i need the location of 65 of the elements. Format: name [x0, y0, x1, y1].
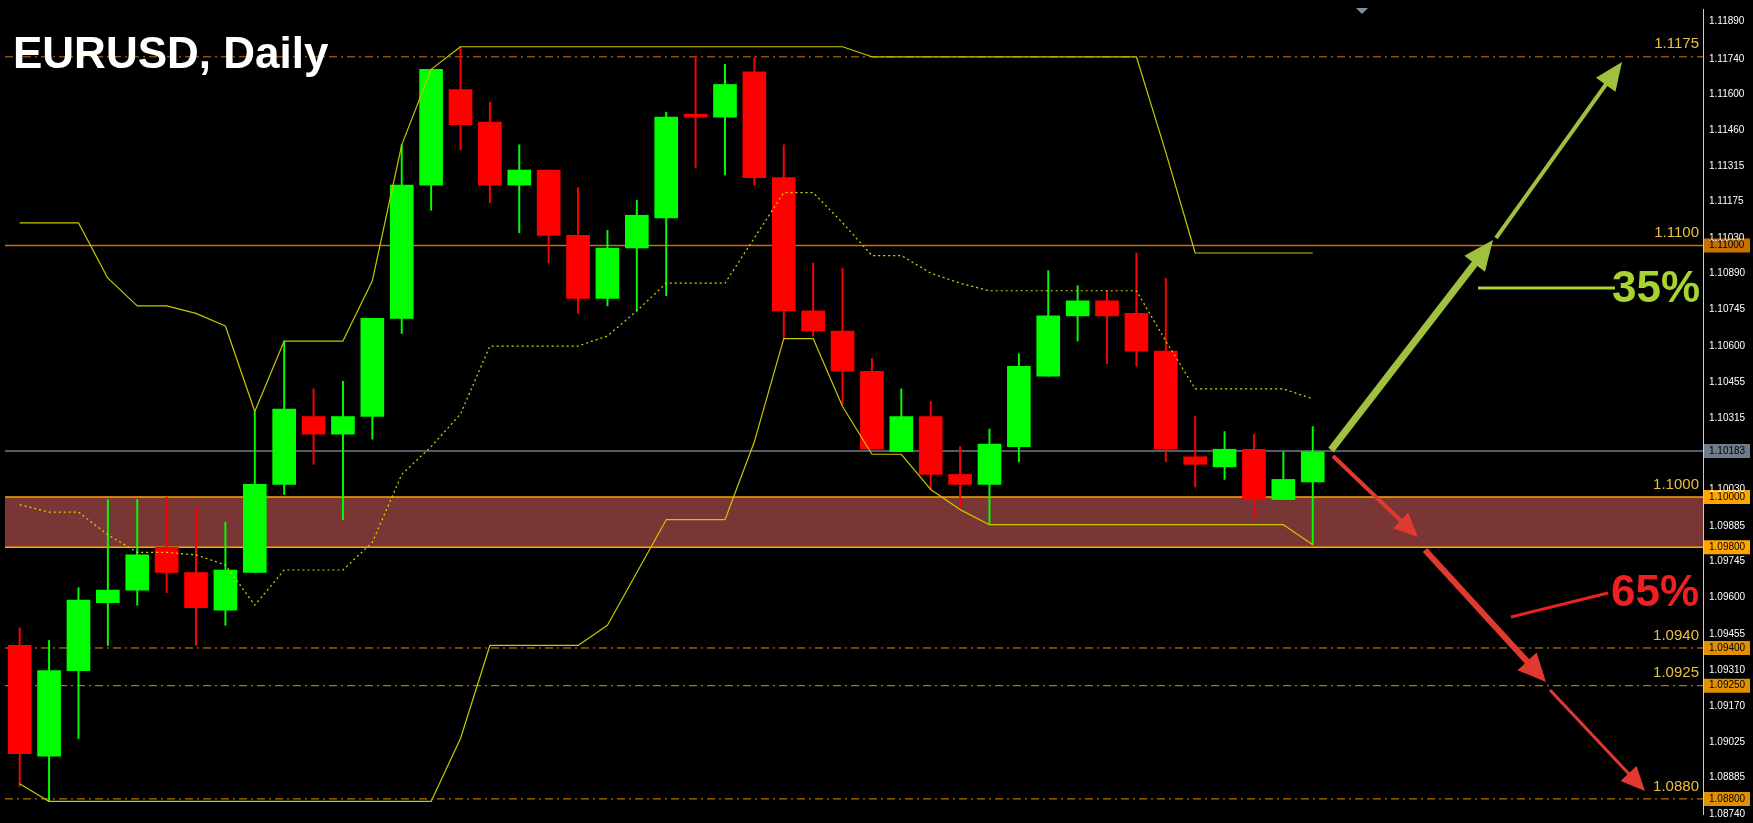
candlestick [1095, 290, 1119, 365]
y-tick-label: 1.09400 [1709, 641, 1746, 653]
ref-line-label: 1.0940 [1653, 625, 1699, 643]
candlestick [889, 388, 914, 453]
chart-title: EURUSD, Daily [13, 28, 329, 78]
candlestick [125, 499, 150, 606]
candlestick [184, 506, 208, 646]
candlestick [1300, 426, 1325, 546]
y-tick-label: 1.09455 [1709, 627, 1746, 639]
text: 35% [1612, 262, 1701, 312]
candlestick [1153, 277, 1178, 463]
y-tick-label: 1.09250 [1709, 679, 1746, 691]
ref-line-label: 1.1000 [1653, 474, 1699, 492]
candlestick [918, 401, 943, 490]
candlestick [654, 111, 679, 297]
candlestick [1007, 353, 1031, 463]
candlestick [860, 358, 884, 450]
y-tick-label: 1.11600 [1709, 88, 1745, 100]
y-tick-label: 1.11890 [1709, 15, 1745, 27]
y-tick-label: 1.09800 [1709, 541, 1746, 553]
candlestick [1242, 433, 1266, 518]
ref-line-label: 1.0925 [1653, 663, 1699, 681]
candlestick [1065, 285, 1090, 342]
y-tick-label: 1.10315 [1709, 411, 1746, 423]
candlestick [1036, 270, 1061, 377]
y-tick-label: 1.11315 [1709, 159, 1745, 171]
y-tick-label: 1.09025 [1709, 736, 1746, 748]
candlestick [331, 380, 355, 520]
candlestick [96, 499, 120, 646]
y-tick-label: 1.10890 [1709, 266, 1746, 278]
y-tick-label: 1.10745 [1709, 303, 1746, 315]
candlestick [419, 69, 443, 211]
ref-line-label: 1.0880 [1653, 776, 1699, 794]
candlestick [1183, 416, 1208, 488]
y-tick-label: 1.10455 [1709, 376, 1746, 388]
y-tick-label: 1.09600 [1709, 591, 1746, 603]
candlestick [272, 340, 297, 495]
ref-line-label: 1.1100 [1654, 223, 1699, 241]
candlestick [389, 144, 414, 334]
candlestick [566, 187, 590, 314]
text: 65% [1611, 566, 1700, 616]
candlestick [683, 56, 708, 168]
y-tick-label: 1.08885 [1709, 771, 1746, 783]
y-tick-label: 1.10183 [1709, 444, 1746, 456]
ref-line-label: 1.1175 [1654, 34, 1699, 52]
y-tick-label: 1.08740 [1709, 807, 1746, 819]
y-tick-label: 1.09745 [1709, 554, 1746, 566]
candlestick [7, 627, 32, 787]
y-tick-label: 1.09310 [1709, 664, 1746, 676]
y-tick-label: 1.11740 [1709, 53, 1745, 65]
y-tick-label: 1.09885 [1709, 519, 1746, 531]
y-tick-label: 1.08800 [1709, 792, 1746, 804]
y-tick-label: 1.11175 [1709, 195, 1745, 207]
candlestick [625, 199, 649, 312]
y-tick-label: 1.10600 [1709, 339, 1746, 351]
y-tick-label: 1.09170 [1709, 699, 1746, 711]
candlestick [242, 411, 267, 573]
candlestick [713, 64, 737, 176]
candlestick [478, 101, 502, 204]
y-tick-label: 1.11460 [1709, 123, 1745, 135]
candlestick [37, 640, 61, 802]
candlestick [1271, 451, 1296, 500]
candlestick [948, 446, 972, 508]
candlestick [771, 144, 796, 339]
line-series [19, 192, 1314, 606]
